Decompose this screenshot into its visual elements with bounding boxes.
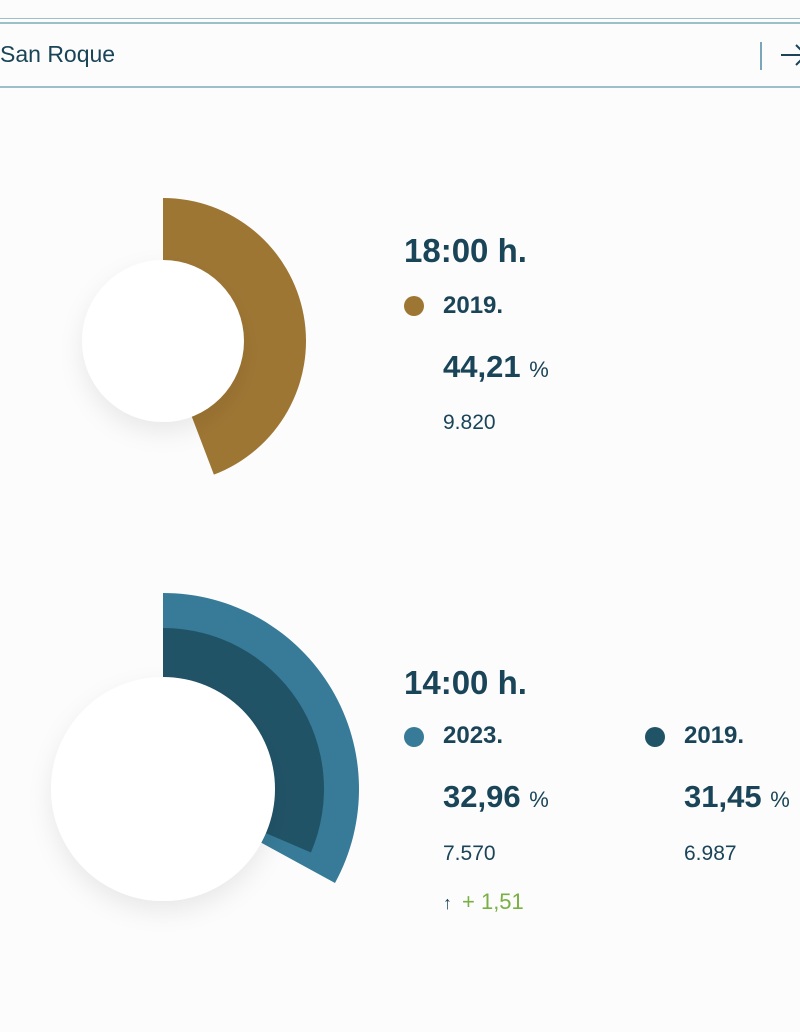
legend-year: 2023. xyxy=(443,722,504,749)
legend-year: 2019. xyxy=(684,722,745,749)
vote-count: 6.987 xyxy=(684,842,737,865)
difference-indicator: ↑ + 1,51 xyxy=(443,889,524,914)
percent-value: 44,21 % xyxy=(443,349,549,384)
legend-dot-2019 xyxy=(645,727,665,747)
percent-value: 31,45 % xyxy=(684,779,790,814)
percent-value: 32,96 % xyxy=(443,779,549,814)
hour-title-14h: 14:00 h. xyxy=(404,664,527,701)
search-divider xyxy=(760,42,762,70)
vote-count: 9.820 xyxy=(443,411,496,434)
hour-title-18h: 18:00 h. xyxy=(404,232,527,269)
vote-count: 7.570 xyxy=(443,842,496,865)
participation-donut-14h xyxy=(51,593,360,901)
legend-dot-2023 xyxy=(404,727,424,747)
donut-hole xyxy=(51,677,275,901)
top-divider xyxy=(0,18,800,19)
legend-dot-2019 xyxy=(404,296,424,316)
legend-year: 2019. xyxy=(443,292,504,319)
municipality-search[interactable]: San Roque xyxy=(0,22,800,88)
donut-hole xyxy=(82,260,244,422)
arrow-right-icon[interactable] xyxy=(778,38,800,72)
arrow-up-icon: ↑ xyxy=(443,893,452,913)
search-input[interactable]: San Roque xyxy=(0,41,116,67)
participation-donut-18h xyxy=(82,198,306,475)
